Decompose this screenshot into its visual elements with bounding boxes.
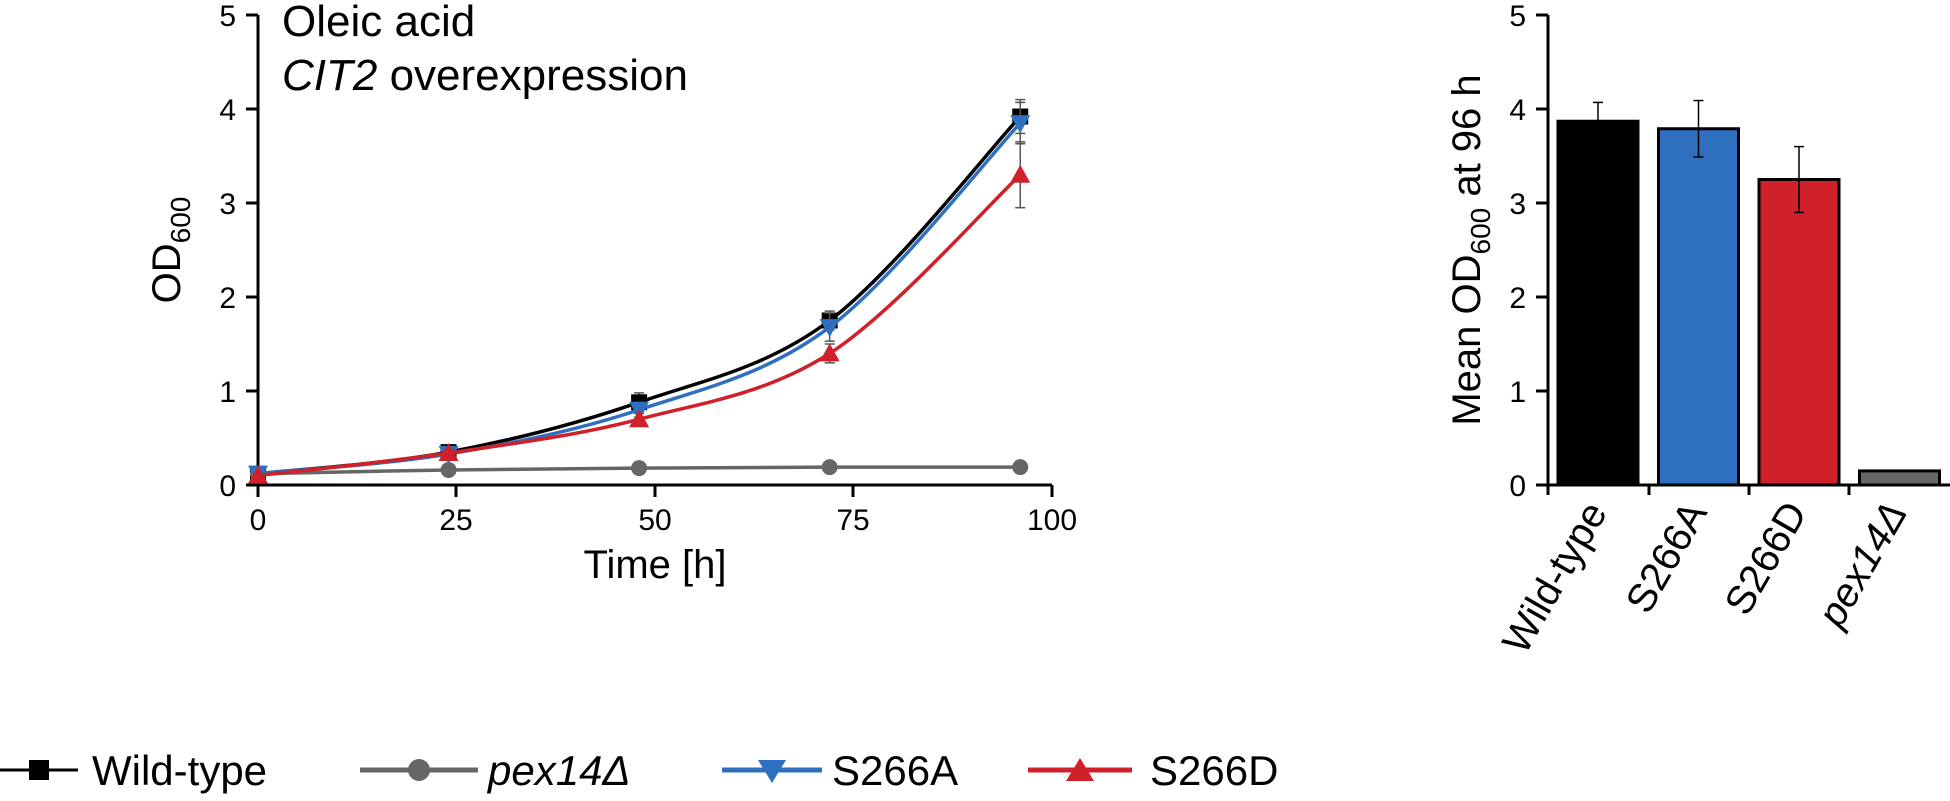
data-point-pex14 <box>440 461 457 478</box>
line-chart: 0 1 2 3 4 5 0 25 50 75 100 Time [h] OD60… <box>145 0 1077 587</box>
bar-category-labels: Wild-type S266A S266D pex14Δ <box>1494 494 1915 661</box>
x-tick-label: 0 <box>250 504 267 537</box>
line-chart-y-ticks: 0 1 2 3 4 5 <box>219 0 258 503</box>
bar-series-group <box>1556 99 1941 487</box>
legend-label: S266A <box>832 747 958 794</box>
bar-s266d <box>1757 178 1841 487</box>
y-tick-label: 5 <box>219 0 236 33</box>
bar-category-label: pex14Δ <box>1809 495 1916 635</box>
y-tick-label: 2 <box>1509 282 1526 315</box>
annotation-line1: Oleic acid <box>282 0 475 46</box>
bar-chart: 0 1 2 3 4 5 Mean OD600 at 96 h Wild-type… <box>1445 0 1950 661</box>
bar-y-axis-title: Mean OD600 at 96 h <box>1445 74 1496 425</box>
y-axis-title-main: OD <box>145 243 189 303</box>
legend-marker-circle <box>408 759 430 781</box>
bar-y-axis-title-sub: 600 <box>1465 208 1496 255</box>
bar-category-label: Wild-type <box>1494 495 1615 661</box>
data-point-pex14 <box>1012 459 1029 476</box>
y-tick-label: 4 <box>1509 94 1526 127</box>
x-tick-label: 25 <box>439 504 472 537</box>
y-tick-label: 0 <box>1509 470 1526 503</box>
legend-marker-triangle-down <box>758 760 786 783</box>
legend-item-s266d: S266D <box>1028 747 1278 794</box>
data-point-s266a <box>1010 115 1031 134</box>
legend-label: pex14Δ <box>486 747 631 794</box>
y-tick-label: 0 <box>219 470 236 503</box>
data-point-s266d <box>438 443 459 462</box>
x-tick-label: 50 <box>638 504 671 537</box>
data-point-s266d <box>629 409 650 428</box>
data-point-s266d <box>248 465 268 484</box>
x-axis-title: Time [h] <box>584 543 727 587</box>
annotation-line2: CIT2 overexpression <box>282 51 688 100</box>
bar-wild-type <box>1556 119 1640 487</box>
series-line-s266d <box>257 173 1022 478</box>
y-tick-label: 1 <box>1509 376 1526 409</box>
y-tick-label: 3 <box>219 188 236 221</box>
bar-y-axis-title-post: at 96 h <box>1445 74 1489 207</box>
legend-item-pex14: pex14Δ <box>360 747 631 794</box>
annotation-rest: overexpression <box>377 51 688 100</box>
legend-item-wild-type: Wild-type <box>0 747 267 794</box>
chart-annotation: Oleic acid CIT2 overexpression <box>282 0 688 100</box>
legend-item-s266a: S266A <box>722 747 958 794</box>
line-chart-x-ticks: 0 25 50 75 100 <box>250 485 1077 537</box>
legend-marker-triangle-up <box>1066 758 1094 781</box>
y-tick-label: 1 <box>219 376 236 409</box>
line-series-group <box>248 98 1031 484</box>
data-point-s266d <box>819 343 840 362</box>
y-tick-label: 4 <box>219 94 236 127</box>
legend: Wild-type pex14Δ S266A S266D <box>0 747 1278 794</box>
y-tick-label: 5 <box>1509 0 1526 33</box>
bar-category-label: S266A <box>1618 494 1716 620</box>
bar-y-axis-title-pre: Mean OD <box>1445 254 1489 425</box>
bar-chart-y-ticks: 0 1 2 3 4 5 <box>1509 0 1548 503</box>
bar-s266a <box>1657 127 1740 487</box>
bar-pex14 <box>1858 469 1941 487</box>
x-tick-label: 100 <box>1027 504 1077 537</box>
data-point-pex14 <box>631 460 648 477</box>
data-point-pex14 <box>821 459 838 476</box>
y-axis-title-sub: 600 <box>165 197 196 244</box>
y-axis-title: OD600 <box>145 197 196 304</box>
data-point-s266a <box>819 319 840 338</box>
legend-label: Wild-type <box>92 747 267 794</box>
bar-chart-x-ticks <box>1546 485 1851 495</box>
data-point-s266d <box>1010 164 1031 183</box>
y-tick-label: 3 <box>1509 188 1526 221</box>
y-tick-label: 2 <box>219 282 236 315</box>
x-tick-label: 75 <box>836 504 869 537</box>
annotation-gene: CIT2 <box>282 51 377 100</box>
legend-label: S266D <box>1150 747 1278 794</box>
legend-marker-square <box>29 760 49 780</box>
bar-category-label: S266D <box>1717 495 1816 623</box>
